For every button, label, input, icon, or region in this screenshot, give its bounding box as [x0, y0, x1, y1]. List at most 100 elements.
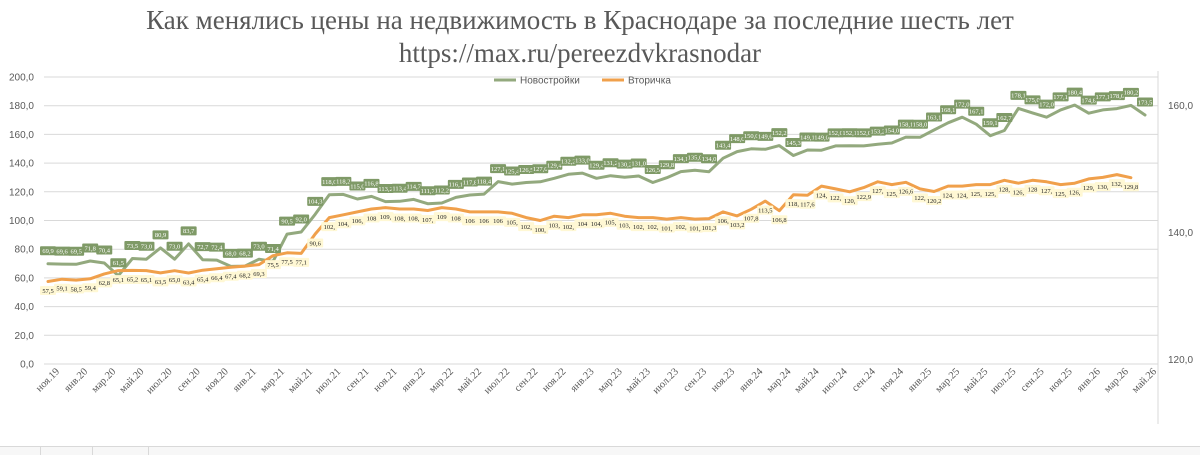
data-label-text: 70,4	[99, 247, 111, 254]
data-label: 61,5	[110, 258, 127, 268]
data-label-text: 152,2	[772, 130, 787, 137]
data-label: 118,0	[321, 177, 338, 187]
data-label-box	[715, 140, 732, 150]
data-label-text: 149,6	[758, 134, 773, 141]
data-label: 125,4	[504, 166, 520, 176]
data-label-text: 106	[465, 218, 476, 225]
data-label: 148,0	[729, 134, 746, 144]
data-label-text: 75,5	[267, 262, 278, 269]
data-label-box	[686, 152, 703, 162]
data-label: 102,	[518, 222, 535, 232]
data-label-text: 62,8	[99, 280, 110, 287]
data-label: 83,7	[180, 226, 197, 236]
data-label-box	[250, 241, 267, 251]
data-label-box	[138, 275, 155, 285]
data-label-text: 67,4	[225, 274, 237, 281]
chart-legend: Новостройки Вторичка	[494, 76, 671, 87]
data-label: 106	[490, 216, 507, 226]
data-label: 130,	[1094, 181, 1111, 191]
data-label: 104,	[335, 219, 352, 229]
data-label-text: 103,2	[730, 222, 745, 229]
data-label: 106,8	[771, 215, 788, 225]
data-label-text: 101,3	[702, 225, 717, 232]
data-label: 68,2	[236, 248, 253, 258]
data-label-box	[785, 137, 802, 147]
data-label-box	[96, 245, 113, 255]
x-tick-label: ноя.24	[878, 366, 907, 395]
data-label-box	[1066, 87, 1083, 97]
data-label: 102,	[630, 222, 647, 232]
data-label-box	[602, 158, 619, 168]
data-label-text: 124,	[942, 192, 954, 199]
data-label: 73,0	[250, 241, 267, 251]
data-label-text: 175,0	[1025, 97, 1040, 104]
data-label: 124,	[813, 190, 830, 200]
x-tick-label: июл.22	[482, 366, 512, 396]
data-label-box	[504, 217, 521, 227]
data-label-box	[68, 284, 85, 294]
data-label-box	[222, 248, 239, 258]
data-label: 128,	[996, 184, 1013, 194]
data-label-text: 167,1	[969, 109, 984, 116]
data-label-box	[236, 248, 253, 258]
data-label-text: 102,	[563, 224, 575, 231]
data-label: 150,0	[743, 131, 760, 141]
data-label-text: 116,8	[364, 181, 378, 188]
data-label-box	[771, 128, 788, 138]
data-label-box	[658, 223, 675, 233]
x-tick-label: мар.22	[427, 366, 456, 395]
data-label-box	[433, 212, 450, 222]
data-label: 116,1	[447, 179, 464, 189]
data-label-text: 131,2	[603, 160, 618, 167]
data-label-text: 66,4	[211, 275, 223, 282]
data-label-text: 178,1	[1011, 93, 1026, 100]
data-label-box	[490, 164, 507, 174]
x-tick-label: ноя.21	[372, 366, 400, 394]
data-label-box	[208, 242, 225, 252]
data-label-box	[405, 181, 422, 191]
data-label-box	[518, 164, 535, 174]
data-label: 180,4	[1066, 87, 1083, 97]
data-label-box	[911, 193, 928, 203]
data-label-text: 73,0	[169, 244, 180, 251]
data-label: 122,	[911, 193, 928, 203]
data-label-text: 83,7	[183, 228, 195, 235]
data-label-text: 69,6	[56, 248, 68, 255]
data-label: 77,5	[279, 257, 296, 267]
data-label: 125,	[968, 189, 985, 199]
data-label: 158,1	[897, 119, 914, 129]
legend-item: Новостройки	[494, 76, 580, 87]
data-label: 62,8	[96, 278, 113, 288]
data-label-box	[1094, 181, 1111, 191]
data-label: 102,	[644, 222, 661, 232]
data-label-box	[321, 177, 338, 187]
y-tick-label: 160,0	[9, 130, 34, 141]
data-label-box	[1137, 97, 1153, 107]
data-label: 113,5	[757, 205, 774, 215]
data-label-text: 104,	[591, 221, 603, 228]
data-label: 102,	[560, 222, 577, 232]
data-label-box	[279, 257, 296, 267]
data-label-box	[82, 243, 99, 253]
data-label-box	[799, 132, 816, 142]
data-label-box	[855, 128, 872, 138]
data-label-box	[954, 190, 971, 200]
data-label-text: 118,0	[322, 179, 336, 186]
data-label-text: 128,	[999, 187, 1011, 194]
data-label-text: 173,5	[1138, 99, 1153, 106]
data-label-box	[1066, 187, 1083, 197]
data-label: 158,0	[911, 119, 928, 129]
x-tick-label: сен.21	[344, 366, 372, 394]
data-label-text: 124,	[816, 192, 828, 199]
y-axis-right: 120,0 140,0 160,0	[1168, 101, 1193, 366]
data-label-text: 125,4	[505, 168, 520, 175]
data-label: 59,4	[82, 283, 99, 293]
data-label-text: 129,8	[1124, 184, 1139, 191]
data-label-box	[391, 183, 408, 193]
x-tick-label: мар.25	[934, 366, 963, 395]
x-tick-label: янв.25	[906, 366, 934, 394]
data-label-box	[265, 244, 282, 254]
data-label-text: 122,	[830, 195, 842, 202]
data-label-text: 106,	[352, 218, 364, 225]
